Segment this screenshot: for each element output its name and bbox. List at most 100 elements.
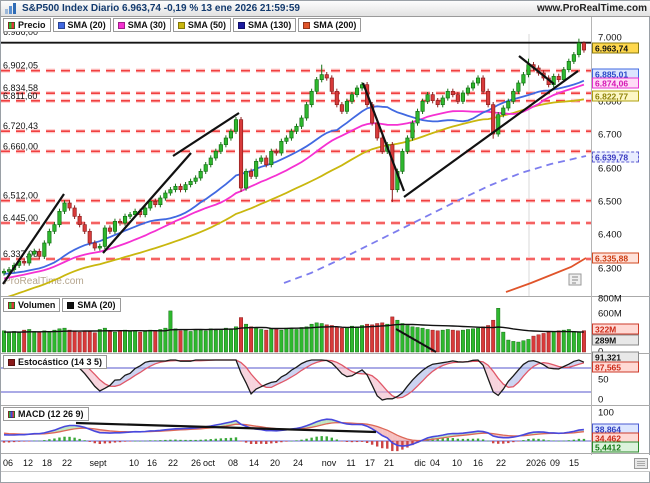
trendline[interactable] [403,70,579,198]
stoch-fill [99,379,105,391]
volume-bar [511,341,516,353]
legend-swatch-icon [8,301,15,309]
trendline[interactable] [2,193,65,285]
event-marker-icon[interactable] [568,273,582,286]
stochastic-legend: Estocástico (14 3 5) [3,355,108,369]
volume-bar [561,329,566,353]
date-axis-label: 10 [128,458,140,468]
volume-trendline[interactable] [395,328,437,353]
volume-bar [299,327,304,353]
price-legend-item-2[interactable]: SMA (30) [112,18,171,32]
macd-histogram-bar [270,441,273,444]
volume-bar [178,330,183,353]
price-legend-item-1[interactable]: SMA (20) [52,18,111,32]
volume-bar [400,323,405,353]
legend-swatch-icon [8,21,15,29]
macd-histogram-bar [552,440,555,442]
trendline[interactable] [172,112,240,157]
volume-bar [531,335,536,353]
price-legend-item-0[interactable]: Precio [3,18,51,32]
stoch-legend-item-0[interactable]: Estocástico (14 3 5) [3,355,108,369]
date-axis-label: 26 [190,458,202,468]
watermark: ProRealTime.com [4,276,84,287]
macd-signal-line [3,421,584,442]
macd-histogram-bar [527,438,530,441]
volume-bar [92,332,97,353]
volume-bar [576,331,581,353]
macd-histogram-bar [28,441,31,442]
panel-separator [1,453,650,454]
macd-histogram-bar [219,438,223,441]
volume-bar [279,329,284,353]
trendline[interactable] [518,55,555,85]
macd-histogram-bar [138,440,142,442]
macd-histogram-bar [68,436,71,441]
legend-label: SMA (200) [313,20,357,30]
macd-histogram-bar [275,441,278,444]
macd-trendline[interactable] [75,421,377,434]
volume-bar [289,328,294,353]
volume-bar [153,330,158,353]
volume-bar [264,329,269,353]
volume-bar [254,327,259,353]
volume-bar [355,326,359,353]
macd-histogram-bar [229,437,233,441]
macd-fill [387,430,393,443]
panel-separator [1,296,650,297]
legend-label: SMA (20) [77,300,116,310]
macd-fill [377,426,383,436]
macd-histogram-bar [265,441,268,445]
volume-bar [420,327,425,353]
price-axis[interactable]: 7.000 6.800 6.700 6.600 6.500 6.400 6.300 6.963… [592,1,650,471]
macd-histogram-bar [386,441,389,449]
trendline[interactable] [361,82,406,192]
sma130-line [283,155,587,284]
macd-histogram-bar [325,436,328,441]
date-axis[interactable]: 06 12 18 22 sept 10 16 22 26 oct 08 14 20 24 nov 11 17 21… [1,455,650,471]
level-label: 6.902,05 [3,61,38,71]
legend-label: SMA (30) [127,20,166,30]
date-axis-label: 08 [227,458,239,468]
price-value-chip: 6.822,77 [592,90,639,102]
price-chart-canvas[interactable]: 6.902,05 6.834,586.811,60 6.720,43 6.660,00… [1,34,591,296]
macd-histogram-bar [7,441,11,443]
volume-legend-item-1[interactable]: SMA (20) [62,298,121,312]
volume-bar [455,330,460,353]
volume-bar [541,333,546,353]
date-axis-label: 12 [22,458,34,468]
price-legend-item-4[interactable]: SMA (130) [233,18,297,32]
macd-histogram-bar [491,441,495,444]
macd-histogram-bar [123,441,127,442]
macd-histogram-bar [507,441,510,444]
macd-histogram-bar [239,441,243,442]
macd-histogram-bar [476,438,480,441]
volume-legend-item-0[interactable]: Volumen [3,298,61,312]
volume-bar [435,330,440,353]
macd-histogram-bar [224,438,228,441]
macd-axis-tick: 100 [598,407,614,419]
volume-bar [521,340,526,353]
date-axis-label: nov [321,458,337,468]
stoch-fill [346,368,352,377]
axis-settings-button[interactable] [634,458,648,469]
macd-histogram-bar [340,441,344,442]
trendline[interactable] [102,152,192,254]
macd-histogram-bar [466,438,470,441]
macd-histogram-bar [63,436,66,441]
price-axis-tick: 6.400 [598,229,622,241]
volume-bar [380,322,385,353]
volume-chart-canvas[interactable] [1,297,591,353]
date-axis-label: 21 [383,458,395,468]
price-legend-item-3[interactable]: SMA (50) [172,18,232,32]
date-axis-label: 22 [167,458,179,468]
volume-bar [314,322,319,353]
level-label-top: 6.986,00 [3,27,39,37]
date-axis-label: 20 [269,458,281,468]
volume-bar [571,331,576,353]
macd-chart-canvas[interactable] [1,406,591,453]
macd-legend-item-0[interactable]: MACD (12 26 9) [3,407,89,421]
price-value-chip: 6.963,74 [592,42,639,54]
price-legend-item-5[interactable]: SMA (200) [298,18,362,32]
stoch-d-line [3,359,585,399]
